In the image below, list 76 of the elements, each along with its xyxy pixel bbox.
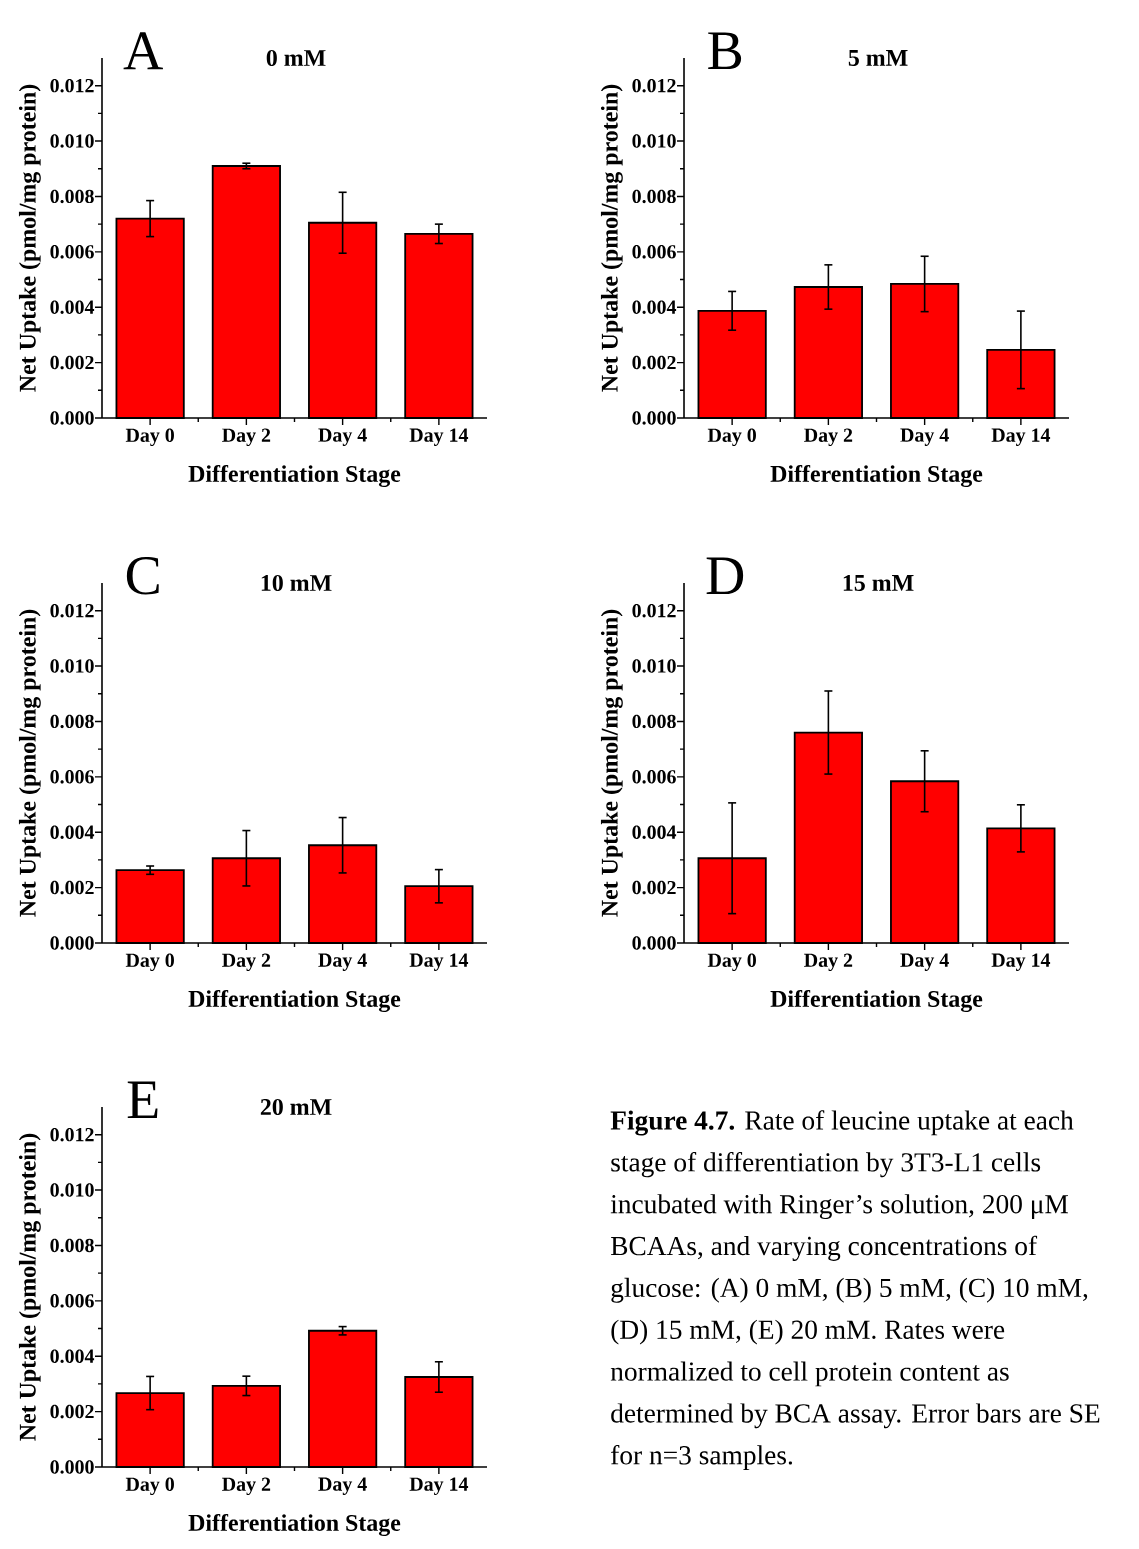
y-tick-label: 0.012 bbox=[632, 78, 676, 93]
y-tick-label: 0.010 bbox=[50, 659, 94, 673]
x-tick-label: Day 2 bbox=[222, 428, 271, 446]
x-tick-label: Day 2 bbox=[222, 953, 271, 971]
y-tick-label: 0.000 bbox=[50, 936, 94, 950]
x-tick-label: Day 4 bbox=[318, 1477, 367, 1495]
y-axis-title: Net Uptake (pmol/mg protein) bbox=[18, 1133, 41, 1441]
y-tick-label: 0.000 bbox=[50, 1460, 94, 1474]
annotation: B bbox=[708, 32, 742, 70]
y-axis-title: Net Uptake (pmol/mg protein) bbox=[600, 609, 623, 917]
x-axis-title: Differentiation Stage bbox=[188, 1513, 401, 1537]
y-tick-label: 0.012 bbox=[632, 603, 676, 618]
x-axis-title: Differentiation Stage bbox=[770, 989, 983, 1013]
y-tick-label: 0.010 bbox=[50, 1183, 94, 1197]
y-tick-label: 0.008 bbox=[50, 714, 94, 729]
y-tick-label: 0.000 bbox=[632, 411, 676, 425]
x-tick-label: Day 0 bbox=[125, 1477, 174, 1496]
y-tick-label: 0.004 bbox=[632, 300, 677, 314]
y-tick-label: 0.000 bbox=[632, 936, 676, 950]
y-tick-label: 0.000 bbox=[50, 411, 94, 425]
y-tick-label: 0.002 bbox=[50, 1404, 94, 1419]
y-axis-title: Net Uptake (pmol/mg protein) bbox=[18, 609, 41, 917]
x-tick-label: Day 14 bbox=[409, 428, 469, 446]
x-axis-title: Differentiation Stage bbox=[188, 464, 401, 488]
x-tick-label: Day 4 bbox=[900, 428, 949, 446]
y-tick-label: 0.002 bbox=[50, 355, 94, 370]
annotation: E bbox=[127, 1081, 158, 1119]
y-tick-label: 0.008 bbox=[632, 189, 676, 204]
x-axis-title: Differentiation Stage bbox=[188, 989, 401, 1013]
chart-title: 10 mM bbox=[261, 574, 332, 592]
y-tick-label: 0.004 bbox=[50, 300, 95, 314]
y-tick-label: 0.012 bbox=[50, 603, 94, 618]
y-tick-label: 0.010 bbox=[632, 134, 676, 148]
x-tick-label: Day 2 bbox=[804, 428, 853, 446]
y-tick-label: 0.006 bbox=[50, 770, 94, 784]
x-tick-label: Day 14 bbox=[409, 1477, 469, 1495]
y-tick-label: 0.002 bbox=[632, 880, 676, 895]
x-tick-label: Day 0 bbox=[707, 428, 756, 447]
y-tick-label: 0.012 bbox=[50, 1127, 94, 1142]
y-tick-label: 0.004 bbox=[50, 1349, 95, 1363]
y-tick-label: 0.010 bbox=[50, 134, 94, 148]
y-tick-label: 0.008 bbox=[632, 714, 676, 729]
y-tick-label: 0.012 bbox=[50, 78, 94, 93]
y-tick-label: 0.008 bbox=[50, 1238, 94, 1253]
y-axis-title: Net Uptake (pmol/mg protein) bbox=[600, 84, 623, 392]
chart-title: 5 mM bbox=[848, 50, 908, 66]
chart-title: 15 mM bbox=[843, 574, 914, 591]
y-tick-label: 0.002 bbox=[50, 880, 94, 895]
x-tick-label: Day 4 bbox=[900, 953, 949, 971]
y-tick-label: 0.002 bbox=[632, 355, 676, 370]
y-tick-label: 0.004 bbox=[50, 825, 95, 839]
x-tick-label: Day 14 bbox=[991, 953, 1051, 971]
x-tick-label: Day 4 bbox=[318, 428, 367, 446]
x-tick-label: Day 0 bbox=[125, 953, 174, 972]
annotation: A bbox=[123, 32, 163, 70]
x-tick-label: Day 2 bbox=[804, 953, 853, 971]
y-tick-label: 0.006 bbox=[50, 245, 94, 259]
chart-title: 20 mM bbox=[260, 1098, 332, 1116]
y-tick-label: 0.006 bbox=[632, 770, 676, 784]
x-tick-label: Day 0 bbox=[125, 428, 174, 447]
x-tick-label: Day 4 bbox=[318, 953, 367, 971]
y-axis-title: Net Uptake (pmol/mg protein) bbox=[18, 84, 41, 392]
y-tick-label: 0.006 bbox=[632, 245, 676, 259]
x-tick-label: Day 14 bbox=[409, 953, 469, 971]
y-tick-label: 0.010 bbox=[632, 659, 676, 673]
y-tick-label: 0.008 bbox=[50, 189, 94, 204]
x-axis-title: Differentiation Stage bbox=[770, 464, 983, 488]
annotation: C bbox=[126, 557, 159, 595]
y-tick-label: 0.004 bbox=[632, 825, 677, 839]
text: Figure 4.7. Rate of leucine uptake at each stage of differentiation by 3T3-L1 cells incubated with Ringer’s solution, 200 μM BCAAs, and varying concentrations of glucose: (A) 0 mM, (B) 5 mM, (C) 10 mM, (D) 15 mM, (E) 20 mM. Rates were normalized to cell protein content as determined by BCA assay. Error bars are SE for n=3 samples. bbox=[610, 1110, 1100, 1471]
chart-title: 0 mM bbox=[266, 49, 326, 67]
x-tick-label: Day 0 bbox=[707, 953, 756, 972]
x-tick-label: Day 2 bbox=[222, 1477, 271, 1496]
y-tick-label: 0.006 bbox=[50, 1294, 94, 1308]
annotation: D bbox=[706, 557, 744, 595]
x-tick-label: Day 14 bbox=[991, 428, 1051, 446]
